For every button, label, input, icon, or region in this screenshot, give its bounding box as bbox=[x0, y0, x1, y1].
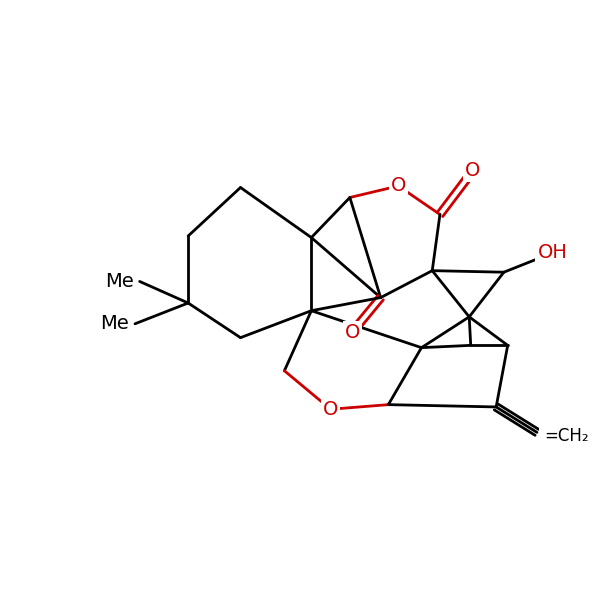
Text: =CH₂: =CH₂ bbox=[545, 427, 589, 445]
Text: O: O bbox=[466, 161, 481, 180]
Text: O: O bbox=[344, 323, 360, 342]
Text: OH: OH bbox=[538, 244, 567, 262]
Text: O: O bbox=[323, 400, 338, 419]
Text: Me: Me bbox=[105, 272, 133, 291]
Text: Me: Me bbox=[100, 314, 129, 333]
Text: O: O bbox=[391, 176, 406, 196]
